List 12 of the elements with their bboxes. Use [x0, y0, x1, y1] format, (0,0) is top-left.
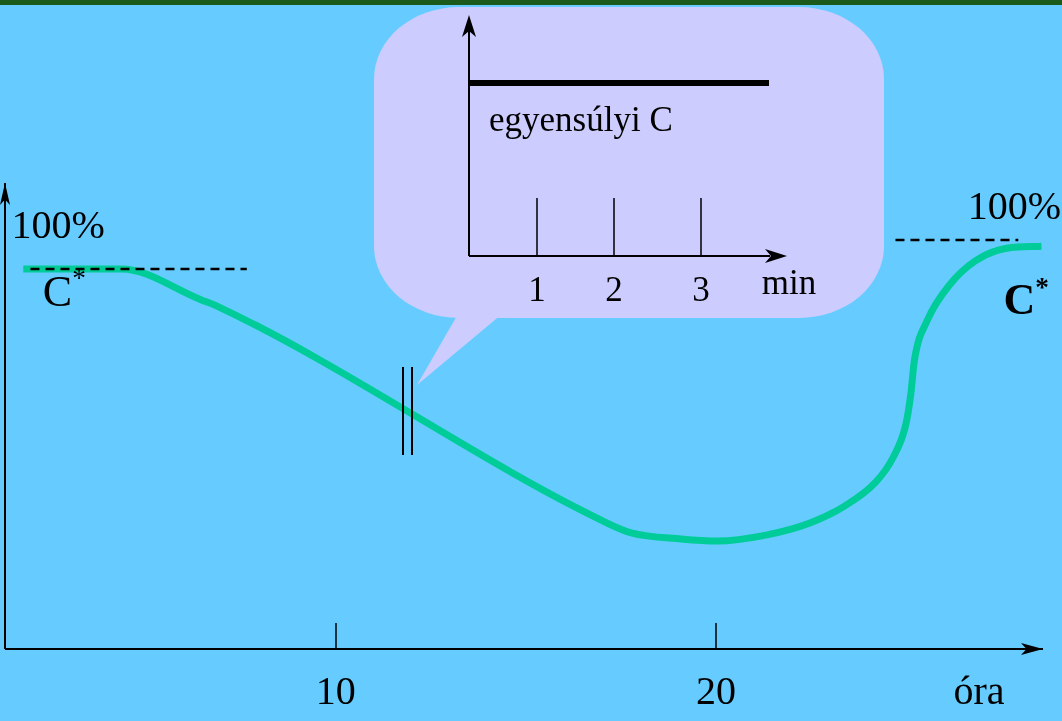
- annotation: C*: [42, 263, 86, 316]
- x-axis-title: óra: [953, 667, 1005, 713]
- annotation: 2: [605, 270, 623, 310]
- annotation: 100%: [11, 201, 105, 247]
- text: egyensúlyi C: [489, 100, 673, 140]
- annotation: C*: [1003, 271, 1049, 325]
- x-tick-label: 20: [696, 667, 737, 713]
- annotation: 1: [528, 270, 546, 310]
- x-tick-label: 10: [315, 667, 356, 713]
- annotation: min: [761, 263, 817, 303]
- annotation: 3: [692, 270, 710, 310]
- annotation: 100%: [967, 182, 1062, 228]
